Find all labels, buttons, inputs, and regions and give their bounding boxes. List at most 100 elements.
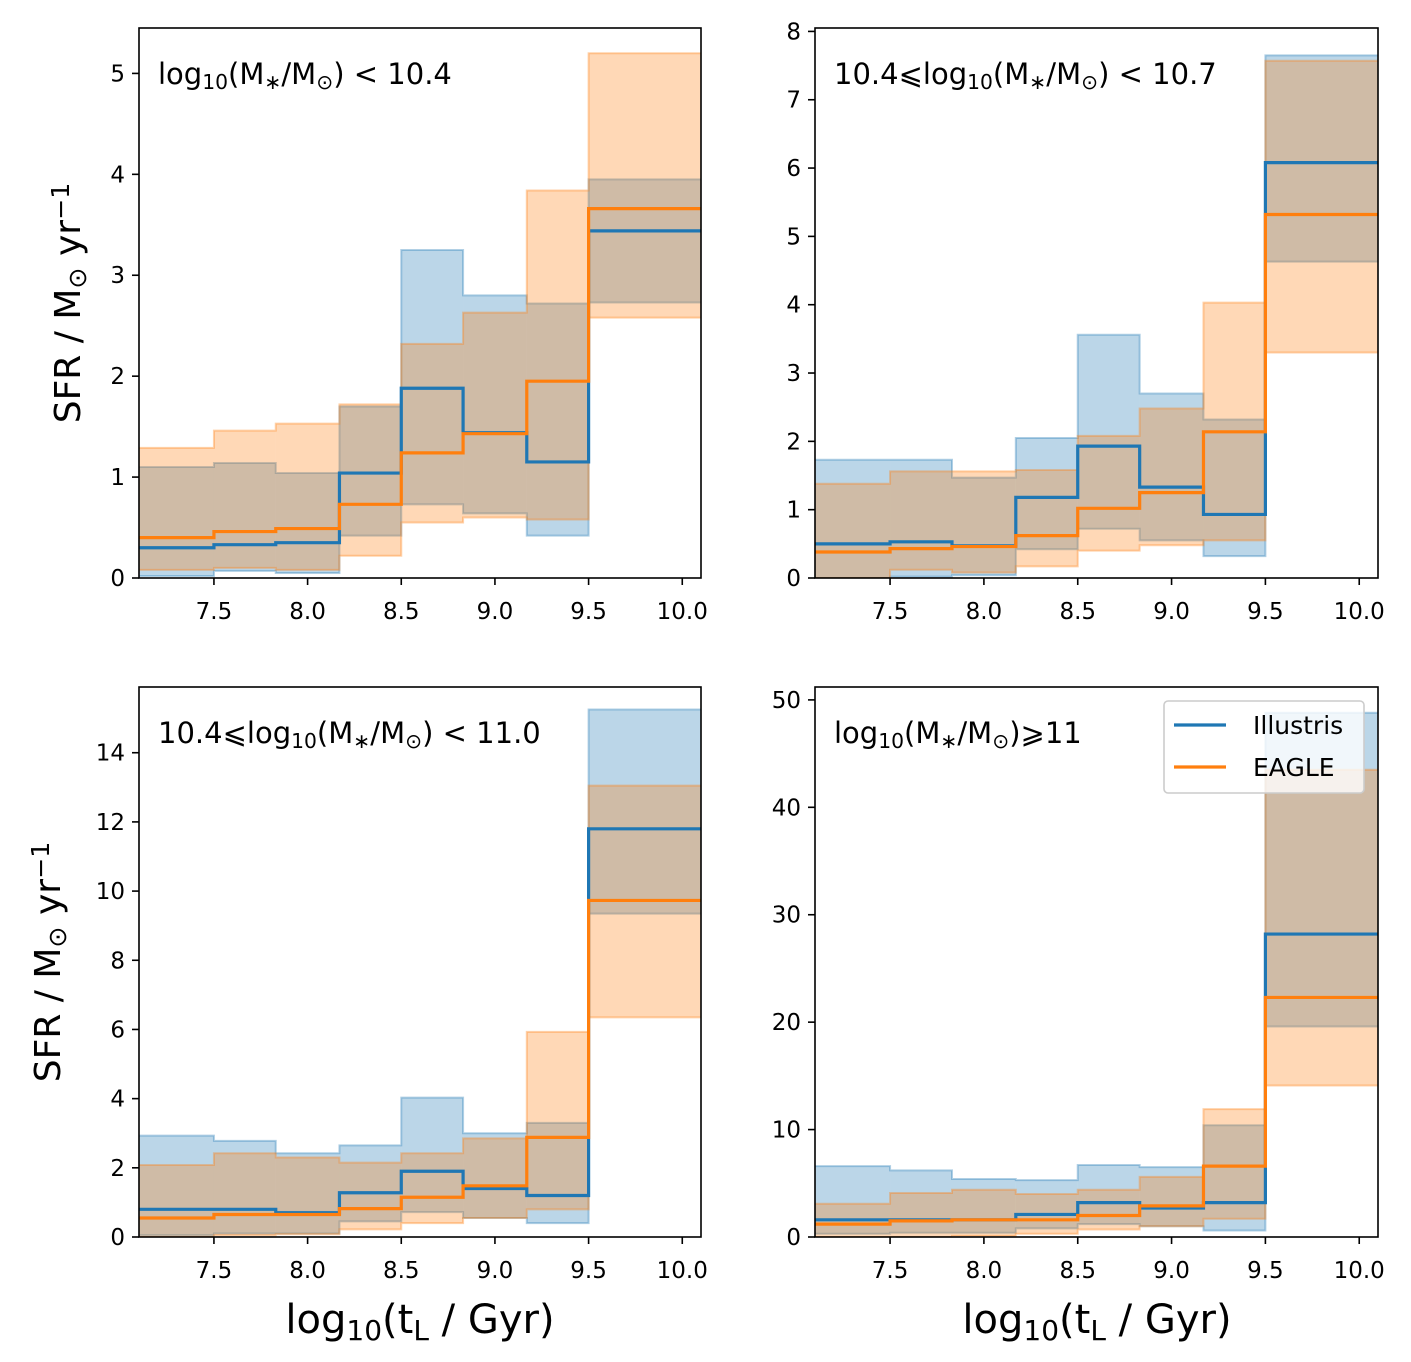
y-tick-label: 10 xyxy=(772,1118,801,1144)
y-tick-label: 8 xyxy=(110,948,125,974)
x-tick-label: 7.5 xyxy=(196,599,233,625)
illustris-band-bin-2 xyxy=(275,473,340,573)
y-tick-label: 4 xyxy=(786,293,801,319)
eagle-band-bin-5 xyxy=(1139,1176,1204,1227)
eagle-band-bin-4 xyxy=(401,1153,464,1224)
eagle-band-bin-5 xyxy=(463,312,527,518)
axes-frame xyxy=(138,686,702,1238)
x-tick-label: 9.0 xyxy=(1153,599,1190,625)
illustris-band-bin-0 xyxy=(815,459,891,578)
y-tick-label: 12 xyxy=(96,810,125,836)
illustris-band-bin-1 xyxy=(213,462,276,571)
axes-frame xyxy=(814,27,1379,579)
eagle-band-bin-6 xyxy=(526,1031,589,1210)
eagle-band-bin-6 xyxy=(526,190,589,520)
eagle-band-bin-4 xyxy=(1077,435,1140,551)
eagle-band-high-edge xyxy=(815,59,1378,485)
y-tick-label: 4 xyxy=(110,162,125,188)
eagle-band-low-edge xyxy=(815,351,1378,578)
eagle-band-bin-0 xyxy=(139,1165,214,1237)
illustris-band-bin-7 xyxy=(1265,55,1378,262)
eagle-band-bin-2 xyxy=(275,423,340,570)
illustris-band-bin-2 xyxy=(275,1153,340,1234)
panel-bottom-left: 7.5 8.0 8.5 9.0 9.5 10.0 0 2 4 6 8 10 12 14 10.4⩽log10… xyxy=(26,686,708,1347)
illustris-band-bin-3 xyxy=(339,406,402,536)
x-tick-label: 9.0 xyxy=(477,1258,514,1284)
illustris-band-bin-1 xyxy=(890,459,952,577)
illustris-band-bin-2 xyxy=(951,477,1016,576)
x-tick-label: 8.5 xyxy=(383,1258,420,1284)
illustris-band-bin-5 xyxy=(1139,393,1204,541)
y-tick-label: 3 xyxy=(786,361,801,387)
x-tick-label: 8.5 xyxy=(383,599,420,625)
legend: Illustris EAGLE xyxy=(1163,700,1365,794)
x-tick-label: 8.5 xyxy=(1059,1258,1096,1284)
illustris-band-bin-6 xyxy=(1203,1125,1266,1231)
x-tick-label: 10.0 xyxy=(657,1258,708,1284)
x-tick-label: 8.0 xyxy=(966,1258,1003,1284)
x-tick-label: 8.0 xyxy=(289,1258,326,1284)
eagle-median-line xyxy=(139,898,701,1220)
illustris-median-line xyxy=(139,827,701,1215)
y-tick-label: 5 xyxy=(110,61,125,87)
eagle-band-bin-6 xyxy=(1203,1109,1266,1219)
eagle-band-high-edge xyxy=(139,784,701,1167)
eagle-band-bin-3 xyxy=(339,1162,402,1230)
panel-top-left: 7.5 8.0 8.5 9.0 9.5 10.0 0 1 2 3 4 5 log10(M∗/M⊙) < … xyxy=(46,27,708,625)
x-tick-label: 9.0 xyxy=(1153,1258,1190,1284)
x-tick-label: 10.0 xyxy=(1334,599,1385,625)
eagle-band-bin-7 xyxy=(588,53,701,318)
axes-frame xyxy=(814,686,1379,1238)
eagle-band-bin-1 xyxy=(213,430,276,568)
illustris-band-low-edge xyxy=(139,301,701,577)
illustris-band-bin-5 xyxy=(463,295,527,514)
y-tick-label: 30 xyxy=(772,903,801,929)
plot-area xyxy=(815,711,1378,1237)
illustris-band-bin-5 xyxy=(463,1133,527,1218)
eagle-band-bin-2 xyxy=(275,1157,340,1235)
eagle-band-bin-0 xyxy=(815,483,891,578)
y-tick-label: 1 xyxy=(110,465,125,491)
illustris-band-bin-1 xyxy=(213,1140,276,1234)
illustris-band-high-edge xyxy=(815,711,1378,1182)
eagle-band-high-edge xyxy=(815,768,1378,1205)
illustris-band-bin-3 xyxy=(1015,437,1078,550)
panel-bottom-right: 7.5 8.0 8.5 9.0 9.5 10.0 0 10 20 30 40 50 log10(M∗/M… xyxy=(772,686,1385,1347)
eagle-band-bin-1 xyxy=(213,1153,276,1236)
illustris-band-low-edge xyxy=(815,1025,1378,1235)
panel-mass-bin-annotation: log10(M∗/M⊙) < 10.4 xyxy=(158,57,452,94)
panel-mass-bin-annotation: 10.4⩽log10(M∗/M⊙) < 10.7 xyxy=(834,57,1217,94)
illustris-band-bin-5 xyxy=(1139,1167,1204,1227)
y-tick-label: 7 xyxy=(786,88,801,114)
eagle-band-bin-2 xyxy=(951,471,1016,573)
eagle-median-line xyxy=(139,207,701,540)
y-tick-label: 6 xyxy=(110,1017,125,1043)
illustris-band-bin-0 xyxy=(139,466,214,576)
legend-label-eagle: EAGLE xyxy=(1253,753,1335,782)
y-tick-label: 0 xyxy=(110,566,125,592)
x-axis-label: log10(tL / Gyr) xyxy=(962,1297,1231,1347)
eagle-band-low-edge xyxy=(139,316,701,571)
illustris-band-high-edge xyxy=(139,178,701,475)
y-tick-label: 3 xyxy=(110,263,125,289)
illustris-band-bin-7 xyxy=(588,709,701,914)
illustris-band-bin-6 xyxy=(526,303,589,536)
y-tick-label: 6 xyxy=(786,156,801,182)
eagle-median-line xyxy=(815,212,1378,554)
panel-mass-bin-annotation: 10.4⩽log10(M∗/M⊙) < 11.0 xyxy=(158,716,541,753)
illustris-band-bin-4 xyxy=(401,1097,464,1213)
eagle-band-bin-3 xyxy=(339,404,402,556)
x-axis-label: log10(tL / Gyr) xyxy=(285,1297,554,1347)
y-tick-label: 2 xyxy=(786,429,801,455)
illustris-band-high-edge xyxy=(815,54,1378,479)
illustris-band-low-edge xyxy=(815,260,1378,578)
x-tick-label: 9.5 xyxy=(570,599,607,625)
y-tick-label: 5 xyxy=(786,224,801,250)
y-tick-label: 10 xyxy=(96,879,125,905)
plot-area xyxy=(139,708,701,1237)
axes-frame xyxy=(138,27,702,579)
x-tick-label: 8.0 xyxy=(289,599,326,625)
eagle-band-bin-7 xyxy=(1265,60,1378,353)
